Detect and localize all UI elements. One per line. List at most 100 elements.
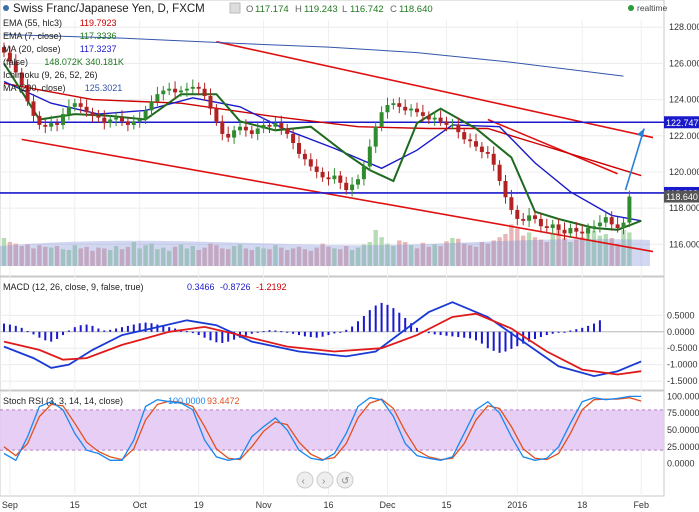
macd-histogram-bar (362, 316, 365, 332)
chart-header: Swiss Franc/Japanese Yen, D, FXCM O 117.… (3, 2, 668, 15)
macd-histogram-bar (103, 330, 106, 332)
candle-body (385, 105, 390, 113)
macd-title[interactable]: MACD (12, 26, close, 9, false, true) (3, 282, 144, 292)
macd-histogram-bar (357, 321, 359, 332)
candle-body (403, 106, 408, 111)
macd-tick-label: -1.5000 (667, 376, 698, 386)
ohlc-o-prefix: O (246, 4, 253, 15)
volume-bar (515, 228, 520, 266)
candle-body (173, 88, 178, 93)
candle-body (7, 52, 12, 62)
realtime-label: realtime (637, 3, 668, 13)
trend-line (21, 138, 654, 253)
macd-histogram-bar (8, 324, 11, 332)
macd-histogram-bar (339, 331, 342, 333)
volume-bar (326, 246, 331, 266)
candle-body (503, 180, 508, 198)
volume-bar (302, 249, 308, 266)
candle-body (61, 114, 65, 125)
volume-bar (497, 237, 502, 266)
candle-body (297, 143, 301, 154)
volume-bar (585, 226, 591, 266)
volume-bar (568, 242, 573, 266)
macd-line (3, 301, 642, 378)
symbol-title[interactable]: Swiss Franc/Japanese Yen, D, FXCM (13, 3, 205, 15)
macd-histogram-bar (203, 331, 206, 338)
scroll-right-button[interactable] (316, 471, 334, 489)
candle-body (426, 115, 431, 120)
candle-body (580, 231, 585, 234)
ohlc-l-prefix: L (342, 4, 347, 15)
volume-bar (414, 248, 420, 266)
volume-bar (131, 242, 136, 266)
candle-body (155, 94, 160, 102)
volume-bar (532, 237, 538, 266)
settings-icon[interactable] (229, 2, 241, 14)
candle-body (438, 117, 443, 122)
macd-histogram-bar (62, 331, 64, 336)
macd-histogram-bar (209, 331, 212, 341)
volume-bar (456, 238, 461, 266)
price-tick-label: 116.000 (669, 239, 699, 249)
price-badge-label: 118.640 (666, 192, 698, 202)
candle-body (167, 88, 172, 91)
volume-bar (320, 243, 325, 266)
volume-bar (96, 247, 101, 266)
ohlc-c-prefix: C (390, 4, 397, 15)
volume-bar (361, 244, 367, 266)
volume-bar (172, 246, 178, 266)
macd-histogram-bar (14, 325, 17, 332)
macd-histogram-bar (121, 327, 123, 332)
time-tick-label: 15 (70, 500, 80, 510)
price-tick-label: 124.000 (669, 95, 699, 105)
macd-histogram-bar (215, 331, 218, 343)
volume-bar (214, 245, 219, 266)
macd-histogram-bar (85, 324, 88, 332)
macd-histogram-bar (516, 331, 519, 347)
price-tick-label: 128.000 (669, 22, 699, 32)
scroll-left-icon: ‹ (302, 476, 305, 487)
candle-body (249, 130, 254, 134)
macd-histogram-bar (109, 329, 112, 332)
candle-body (527, 215, 532, 221)
candle-body (491, 153, 496, 165)
indicator-label: Ichimoku (9, 26, 52, 26) (3, 70, 98, 80)
stoch-value-k: 100.0000 (168, 396, 206, 406)
macd-value-3: -1.2192 (256, 282, 287, 292)
macd-histogram-bar (250, 331, 253, 334)
volume-bar (184, 248, 190, 266)
reset-zoom-button[interactable] (336, 471, 354, 489)
price-candles (2, 42, 632, 240)
volume-bar (420, 242, 426, 266)
volume-bar (37, 245, 42, 266)
macd-histogram-bar (557, 331, 560, 333)
candle-body (190, 86, 195, 89)
volume-bar (243, 248, 249, 266)
stoch-tick-label: 100.0000 (667, 391, 699, 401)
time-tick-label: 18 (577, 500, 587, 510)
volume-bar (379, 237, 384, 266)
macd-histogram-bar (50, 331, 53, 342)
scroll-left-button[interactable] (296, 471, 314, 489)
time-tick-label: 2016 (507, 500, 527, 510)
volume-bars (0, 224, 650, 266)
volume-bar (19, 246, 24, 266)
volume-bar (231, 246, 237, 266)
macd-histogram-bar (593, 323, 595, 332)
volume-bar (426, 246, 431, 266)
macd-histogram-bar (132, 324, 135, 332)
volume-bar (60, 249, 66, 266)
volume-bar (332, 248, 337, 266)
candle-body (137, 119, 142, 122)
macd-histogram-bar (298, 331, 300, 336)
candle-body (462, 132, 467, 140)
candle-body (31, 101, 36, 116)
candle-body (568, 228, 573, 234)
volume-bar (255, 246, 260, 266)
stoch-title[interactable]: Stoch RSI (3, 3, 14, 14, close) (3, 396, 123, 406)
candle-body (220, 121, 225, 134)
arrow-shaft (624, 128, 645, 191)
candle-body (597, 222, 602, 227)
macd-histogram-bar (67, 330, 70, 332)
